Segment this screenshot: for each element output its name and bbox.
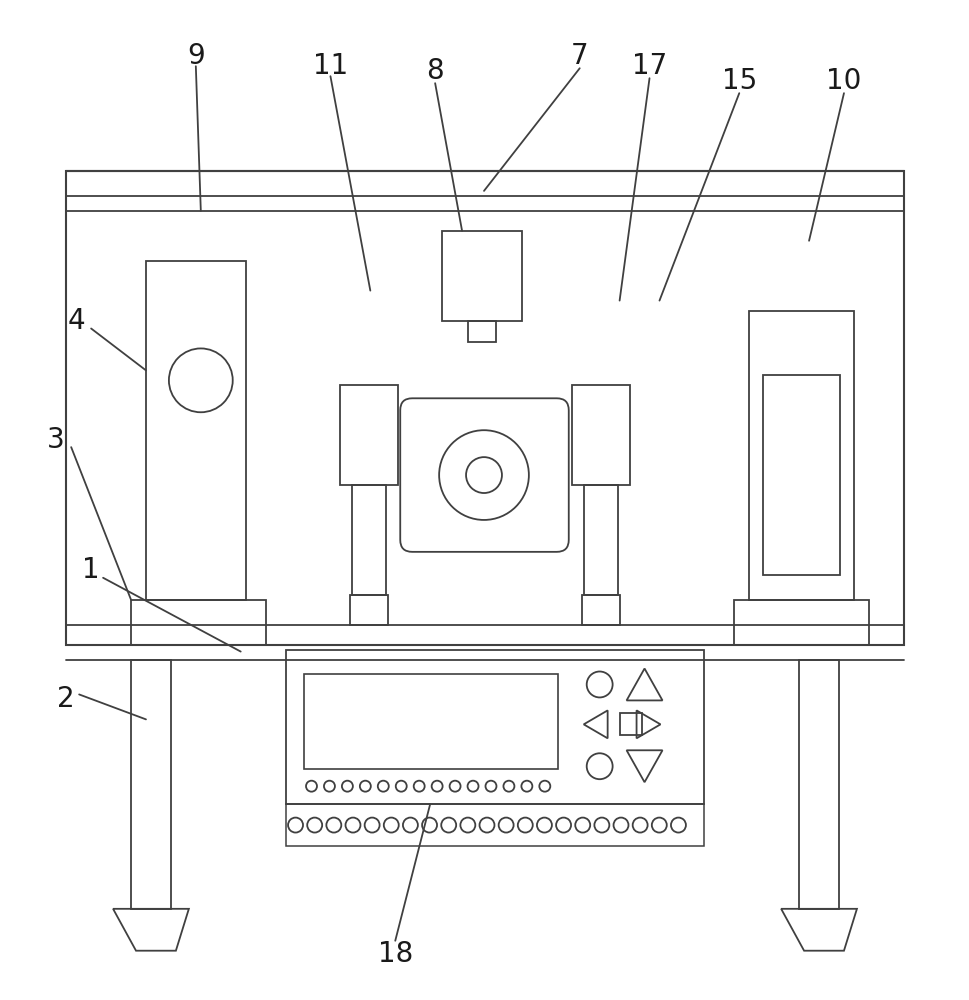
Text: 10: 10 [827,67,861,95]
Bar [146,261,246,600]
Bar [583,485,617,595]
Text: 9: 9 [187,42,204,70]
Bar [351,595,389,625]
Text: 7: 7 [571,42,588,70]
Bar [735,600,869,645]
Bar [442,231,522,321]
Text: 11: 11 [313,52,348,80]
Bar [468,321,496,342]
Text: 15: 15 [722,67,757,95]
Text: 18: 18 [378,940,413,968]
Text: 8: 8 [426,57,444,85]
Text: 4: 4 [68,307,85,335]
Bar [764,375,840,575]
Bar [619,713,641,735]
Bar [572,385,630,485]
Bar [799,660,839,909]
Bar [131,600,266,645]
Text: 17: 17 [632,52,667,80]
Bar [66,171,904,645]
Bar [340,385,398,485]
Bar [303,674,558,769]
Bar [286,650,704,804]
Bar [131,660,171,909]
Bar [353,485,387,595]
Bar [286,804,704,846]
Bar [749,311,854,600]
Text: 2: 2 [57,685,75,713]
Bar [581,595,619,625]
Text: 1: 1 [82,556,100,584]
Text: 3: 3 [47,426,65,454]
